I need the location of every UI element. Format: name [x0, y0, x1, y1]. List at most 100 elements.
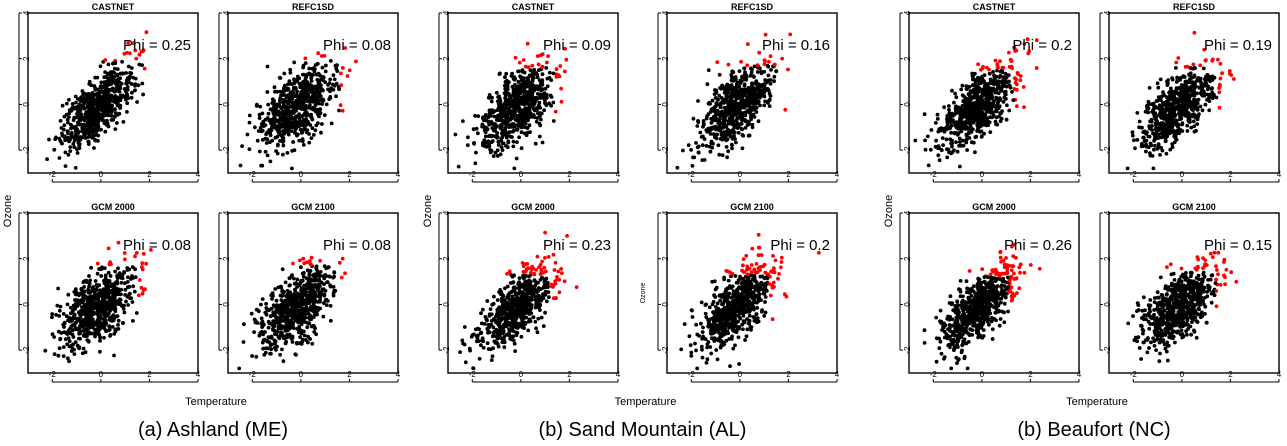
point [772, 74, 777, 79]
point-exceedance [143, 287, 147, 291]
point [294, 341, 299, 345]
point [489, 140, 494, 145]
point [766, 64, 771, 69]
point [530, 100, 535, 105]
point [507, 92, 511, 96]
point [515, 295, 520, 300]
point [99, 274, 104, 278]
point-exceedance [762, 62, 767, 66]
point [724, 94, 729, 99]
point [551, 100, 556, 105]
point [474, 126, 479, 131]
point [52, 352, 57, 357]
point [725, 82, 730, 87]
point [714, 127, 718, 132]
point [307, 132, 311, 136]
point [498, 100, 503, 105]
point [82, 285, 86, 289]
point [116, 87, 120, 92]
point [111, 313, 116, 318]
point [519, 130, 524, 135]
point [119, 81, 124, 86]
point-exceedance [144, 30, 149, 35]
point [762, 103, 767, 108]
point [732, 130, 737, 135]
point [279, 125, 284, 129]
point [133, 275, 138, 280]
point-exceedance [134, 56, 139, 61]
point [131, 284, 136, 289]
point [502, 108, 507, 112]
point [310, 66, 315, 71]
point [291, 111, 296, 115]
point [59, 331, 64, 335]
point [734, 103, 738, 108]
point [715, 132, 719, 137]
point [280, 267, 285, 272]
point [99, 127, 103, 132]
point [94, 108, 99, 112]
point [62, 114, 67, 119]
point [705, 357, 710, 362]
x-tick-label: 0 [99, 370, 104, 379]
point [306, 334, 310, 339]
point [544, 66, 549, 70]
point [88, 290, 93, 295]
point [703, 303, 708, 307]
point [267, 140, 272, 145]
point [292, 81, 297, 86]
point [292, 108, 297, 112]
point [276, 118, 280, 123]
point [78, 329, 83, 334]
point-exceedance [108, 260, 112, 264]
point [717, 111, 722, 116]
point [527, 278, 532, 283]
point [761, 89, 766, 93]
point [115, 121, 119, 125]
point [289, 310, 294, 315]
point [300, 100, 304, 104]
point [482, 116, 487, 120]
point [726, 104, 731, 109]
point [52, 147, 57, 152]
x-tick-label: -2 [469, 370, 477, 379]
point [106, 105, 111, 110]
point [302, 333, 307, 338]
point [283, 104, 287, 109]
point [334, 66, 339, 71]
y-tick-label: -2 [442, 346, 451, 354]
point [502, 91, 507, 96]
point [131, 319, 135, 323]
point [484, 317, 489, 322]
point [101, 321, 106, 326]
point [466, 135, 470, 140]
point [255, 138, 260, 143]
point [77, 143, 82, 148]
point [67, 315, 71, 320]
point [495, 298, 500, 302]
point [87, 95, 92, 100]
y-tick-label: -2 [22, 146, 31, 154]
point-exceedance [142, 66, 147, 71]
point [500, 141, 505, 146]
point [493, 150, 498, 155]
point [698, 130, 703, 135]
point [68, 305, 73, 310]
point [113, 114, 117, 119]
point [746, 95, 751, 100]
point [87, 121, 91, 126]
point-exceedance [340, 108, 345, 113]
point [114, 301, 118, 306]
point [284, 319, 289, 323]
point [299, 92, 303, 96]
point [754, 110, 759, 114]
point [65, 117, 70, 122]
point [473, 161, 478, 166]
point-exceedance [739, 59, 743, 64]
point [755, 93, 760, 98]
x-tick-label: 2 [347, 170, 352, 179]
point [272, 104, 277, 108]
point [106, 62, 111, 67]
point [62, 134, 67, 139]
